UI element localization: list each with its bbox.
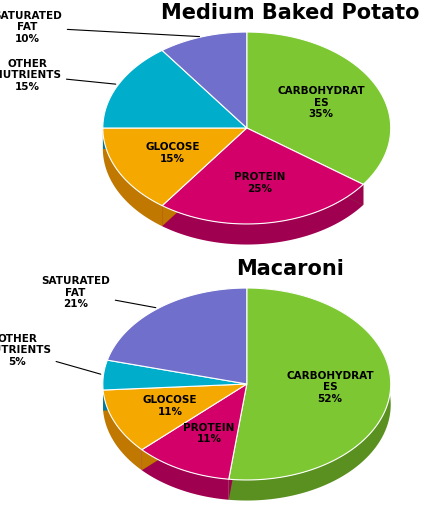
Text: OTHER
NUTRIENTS
15%: OTHER NUTRIENTS 15%: [0, 58, 116, 92]
Polygon shape: [103, 384, 247, 450]
Text: Medium Baked Potato: Medium Baked Potato: [161, 4, 419, 24]
Polygon shape: [229, 288, 391, 480]
Polygon shape: [142, 384, 247, 470]
Text: GLOCOSE
15%: GLOCOSE 15%: [145, 142, 200, 164]
Polygon shape: [247, 128, 363, 205]
Polygon shape: [162, 128, 363, 224]
Polygon shape: [103, 128, 247, 206]
Polygon shape: [229, 384, 247, 500]
Polygon shape: [142, 450, 229, 500]
Polygon shape: [103, 128, 247, 148]
Polygon shape: [229, 384, 247, 500]
Text: PROTEIN
25%: PROTEIN 25%: [234, 172, 286, 194]
Text: SATURATED
FAT
21%: SATURATED FAT 21%: [41, 276, 156, 309]
Text: CARBOHYDRAT
ES
52%: CARBOHYDRAT ES 52%: [286, 371, 374, 404]
Polygon shape: [103, 50, 247, 128]
Polygon shape: [108, 288, 247, 384]
Polygon shape: [162, 128, 247, 226]
Polygon shape: [247, 128, 363, 205]
Text: OTHER
NUTRIENTS
5%: OTHER NUTRIENTS 5%: [0, 334, 101, 374]
Polygon shape: [103, 128, 162, 226]
Polygon shape: [162, 32, 247, 128]
Text: GLOCOSE
11%: GLOCOSE 11%: [143, 395, 197, 417]
Polygon shape: [142, 384, 247, 479]
Polygon shape: [247, 32, 391, 184]
Polygon shape: [103, 360, 247, 390]
Polygon shape: [142, 384, 247, 470]
Text: PROTEIN
11%: PROTEIN 11%: [183, 423, 235, 444]
Polygon shape: [103, 390, 142, 470]
Polygon shape: [162, 184, 363, 245]
Polygon shape: [103, 384, 247, 411]
Text: SATURATED
FAT
10%: SATURATED FAT 10%: [0, 11, 199, 44]
Polygon shape: [162, 128, 247, 226]
Polygon shape: [103, 128, 247, 148]
Text: Macaroni: Macaroni: [236, 260, 344, 280]
Polygon shape: [229, 288, 391, 501]
Polygon shape: [103, 384, 247, 411]
Text: CARBOHYDRAT
ES
35%: CARBOHYDRAT ES 35%: [278, 86, 365, 119]
